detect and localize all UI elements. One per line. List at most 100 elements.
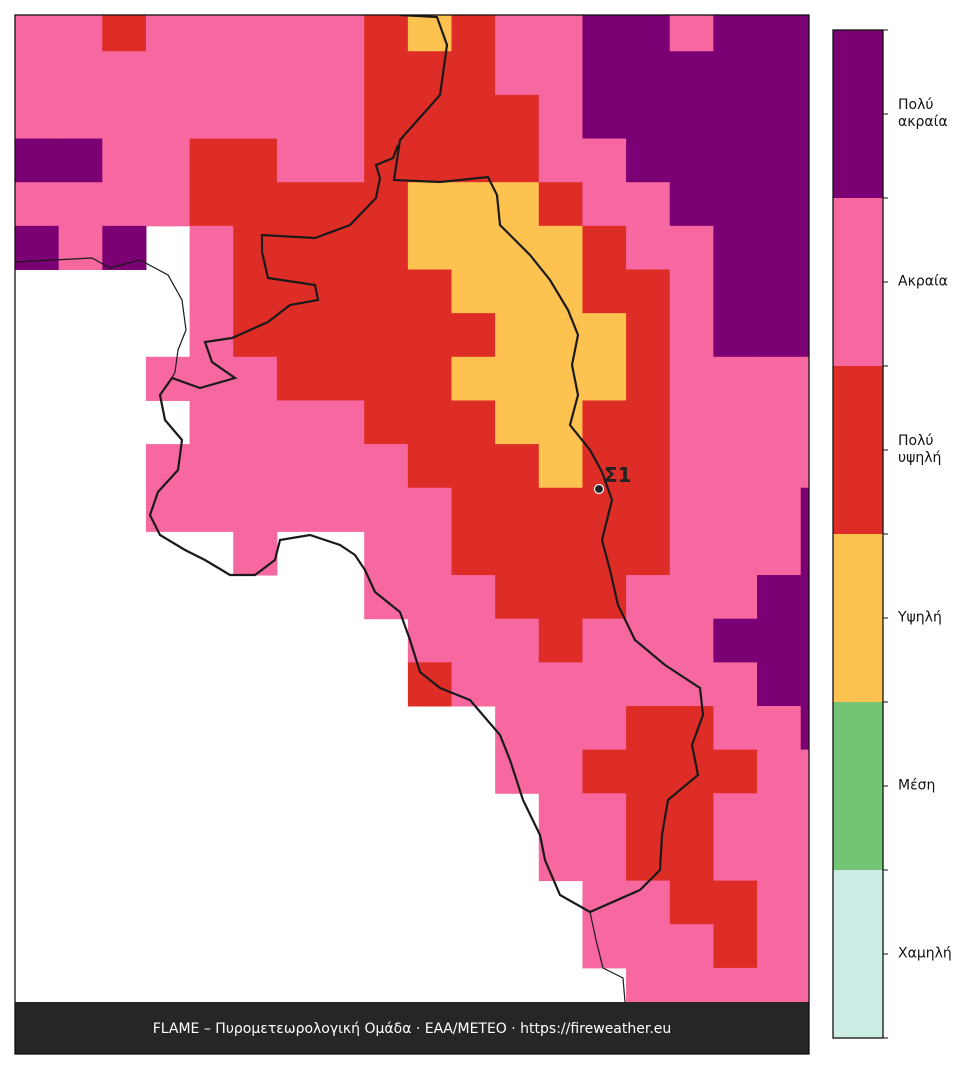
cell: [538, 487, 583, 532]
cell: [451, 575, 496, 620]
cell: [276, 138, 322, 183]
cell: [626, 749, 671, 794]
cell: [800, 880, 809, 925]
cell: [713, 924, 758, 969]
cell: [582, 880, 627, 925]
cell: [538, 793, 583, 838]
cell: [669, 400, 714, 445]
cell: [320, 15, 365, 52]
cell: [189, 400, 234, 445]
cell: [757, 749, 802, 794]
cell: [800, 531, 809, 576]
cell: [626, 967, 671, 1002]
cell: [145, 356, 191, 401]
cell: [407, 138, 452, 183]
cell: [626, 924, 671, 969]
cell: [451, 313, 496, 358]
cell: [713, 618, 758, 663]
cell: [669, 51, 714, 96]
cell: [626, 94, 671, 140]
cell: [626, 400, 671, 445]
cell: [669, 313, 714, 358]
colorbar-label: Ακραία: [898, 273, 948, 290]
cell: [364, 487, 409, 532]
cell: [189, 138, 234, 183]
cell: [757, 444, 802, 489]
cell: [276, 356, 322, 401]
cell: [669, 967, 714, 1002]
cell: [713, 793, 758, 838]
cell: [757, 618, 802, 663]
colorbar-segment: [833, 198, 883, 366]
cell: [451, 356, 496, 401]
cell: [538, 400, 583, 445]
colorbar-segment: [833, 534, 883, 702]
cell: [189, 15, 234, 52]
cell: [58, 225, 103, 270]
cell: [320, 94, 365, 140]
cell: [233, 269, 278, 314]
cell: [407, 662, 452, 707]
cell: [757, 225, 802, 270]
cell: [276, 444, 322, 489]
cell: [15, 15, 60, 52]
cell: [582, 182, 627, 227]
cell: [233, 400, 278, 445]
cell: [189, 225, 234, 270]
cell: [495, 444, 540, 489]
footer-text: FLAME – Πυρομετεωρολογική Ομάδα · ΕΑΑ/ME…: [153, 1021, 672, 1037]
cell: [800, 706, 809, 751]
cell: [582, 356, 627, 401]
cell: [233, 51, 278, 96]
cell: [713, 356, 758, 401]
cell: [145, 51, 191, 96]
cell: [189, 269, 234, 314]
cell: [364, 15, 409, 52]
cell: [102, 15, 147, 52]
cell: [495, 487, 540, 532]
cell: [800, 575, 809, 620]
cell: [320, 138, 365, 183]
cell: [669, 618, 714, 663]
cell: [757, 706, 802, 751]
cell: [757, 313, 802, 358]
border: [148, 15, 705, 914]
cell: [320, 400, 365, 445]
cell: [582, 225, 627, 270]
cell: [495, 356, 540, 401]
colorbar-segment: [833, 366, 883, 534]
cell: [58, 94, 103, 140]
raster: [15, 15, 809, 1002]
cell: [757, 662, 802, 707]
cell: [407, 269, 452, 314]
cell: [582, 836, 627, 882]
cell: [800, 749, 809, 794]
cell: [407, 15, 452, 52]
colorbar-label: Πολύ υψηλή: [898, 433, 942, 466]
footer-bar: [15, 1002, 809, 1054]
cell: [800, 444, 809, 489]
cell: [582, 487, 627, 532]
cell: [451, 15, 496, 52]
cell: [364, 400, 409, 445]
cell: [102, 51, 147, 96]
cell: [145, 487, 191, 532]
cell: [582, 662, 627, 707]
cell: [626, 313, 671, 358]
cell: [276, 182, 322, 227]
cell: [626, 706, 671, 751]
colorbar-segment: [833, 30, 883, 198]
cell: [582, 15, 627, 52]
cell: [713, 706, 758, 751]
cell: [669, 880, 714, 925]
cell: [538, 749, 583, 794]
cell: [538, 662, 583, 707]
cell: [582, 924, 627, 969]
cell: [538, 575, 583, 620]
cell: [451, 531, 496, 576]
cell: [320, 182, 365, 227]
cell: [102, 182, 147, 227]
cell: [626, 836, 671, 882]
cell: [713, 749, 758, 794]
